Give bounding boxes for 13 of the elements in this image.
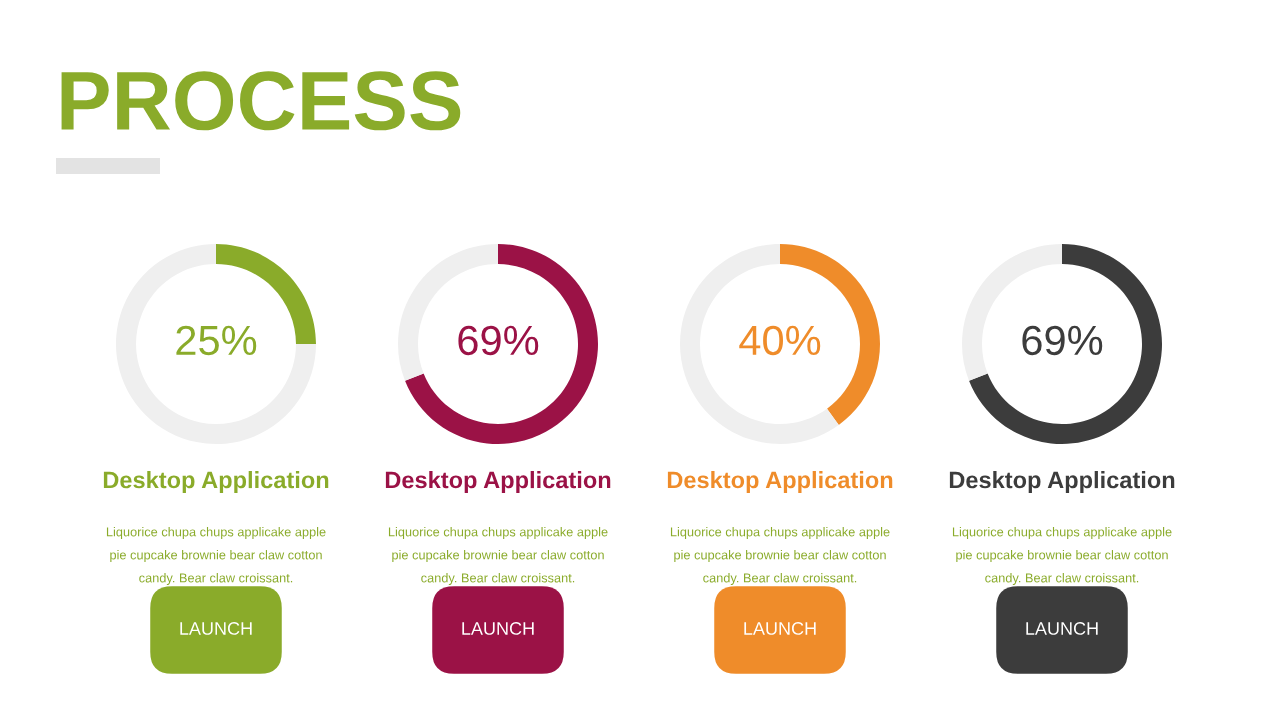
text: LAUNCH [744, 622, 816, 635]
data-label: 69% [458, 325, 539, 356]
text: Desktop Application [949, 470, 1175, 493]
text: PROCESS [61, 71, 461, 131]
text: LAUNCH [1026, 622, 1098, 635]
text: Desktop Application [385, 470, 611, 493]
text: Desktop Application [667, 470, 893, 493]
text: LAUNCH [462, 622, 534, 635]
text: Desktop Application [103, 470, 329, 493]
data-label: 40% [739, 325, 821, 356]
data-label: 25% [176, 325, 257, 356]
data-label: 69% [1022, 325, 1103, 356]
text: LAUNCH [180, 622, 252, 635]
